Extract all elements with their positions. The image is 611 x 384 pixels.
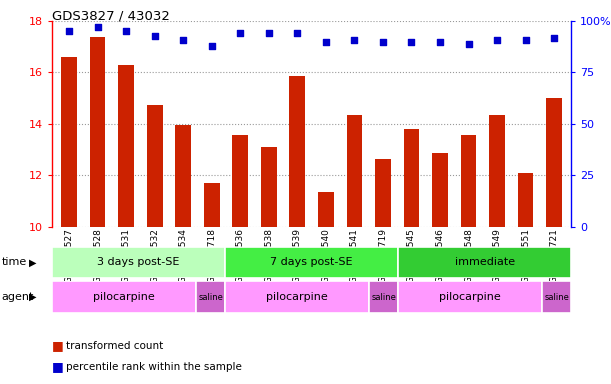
Bar — [398, 281, 543, 313]
Bar — [52, 247, 225, 278]
Bar — [204, 183, 219, 227]
Text: immediate: immediate — [455, 257, 515, 268]
Point — [349, 36, 359, 43]
Bar — [375, 159, 391, 227]
Text: agent: agent — [2, 292, 34, 302]
Bar — [489, 115, 505, 227]
Bar — [432, 153, 448, 227]
Bar — [90, 36, 106, 227]
Point — [378, 39, 388, 45]
Bar — [175, 125, 191, 227]
Text: ■: ■ — [52, 360, 64, 373]
Point — [549, 35, 559, 41]
Point — [93, 24, 103, 30]
Bar — [398, 247, 571, 278]
Text: GDS3827 / 43032: GDS3827 / 43032 — [52, 10, 170, 23]
Point — [492, 36, 502, 43]
Point — [321, 39, 331, 45]
Point — [435, 39, 445, 45]
Bar — [119, 65, 134, 227]
Text: saline: saline — [198, 293, 223, 301]
Point — [150, 32, 159, 38]
Bar — [543, 281, 571, 313]
Text: time: time — [2, 257, 27, 268]
Bar — [518, 173, 533, 227]
Text: 3 days post-SE: 3 days post-SE — [97, 257, 180, 268]
Bar — [404, 129, 419, 227]
Text: 7 days post-SE: 7 days post-SE — [270, 257, 353, 268]
Bar — [290, 76, 305, 227]
Text: saline: saline — [371, 293, 396, 301]
Bar — [318, 192, 334, 227]
Point — [264, 30, 274, 36]
Point — [406, 39, 416, 45]
Text: ■: ■ — [52, 339, 64, 352]
Point — [464, 41, 474, 47]
Bar — [147, 104, 163, 227]
Bar — [461, 136, 477, 227]
Bar — [196, 281, 225, 313]
Text: pilocarpine: pilocarpine — [266, 292, 328, 302]
Text: ▶: ▶ — [29, 257, 37, 268]
Text: pilocarpine: pilocarpine — [93, 292, 155, 302]
Text: transformed count: transformed count — [66, 341, 163, 351]
Bar — [369, 281, 398, 313]
Point — [64, 28, 74, 35]
Bar — [232, 136, 248, 227]
Point — [235, 30, 245, 36]
Text: ▶: ▶ — [29, 292, 37, 302]
Point — [521, 36, 530, 43]
Bar — [61, 57, 77, 227]
Point — [293, 30, 302, 36]
Text: pilocarpine: pilocarpine — [439, 292, 501, 302]
Point — [121, 28, 131, 35]
Point — [207, 43, 217, 49]
Text: saline: saline — [544, 293, 569, 301]
Bar — [546, 98, 562, 227]
Bar — [225, 281, 369, 313]
Bar — [52, 281, 196, 313]
Point — [178, 36, 188, 43]
Bar — [261, 147, 277, 227]
Bar — [346, 115, 362, 227]
Bar — [225, 247, 398, 278]
Text: percentile rank within the sample: percentile rank within the sample — [66, 362, 242, 372]
